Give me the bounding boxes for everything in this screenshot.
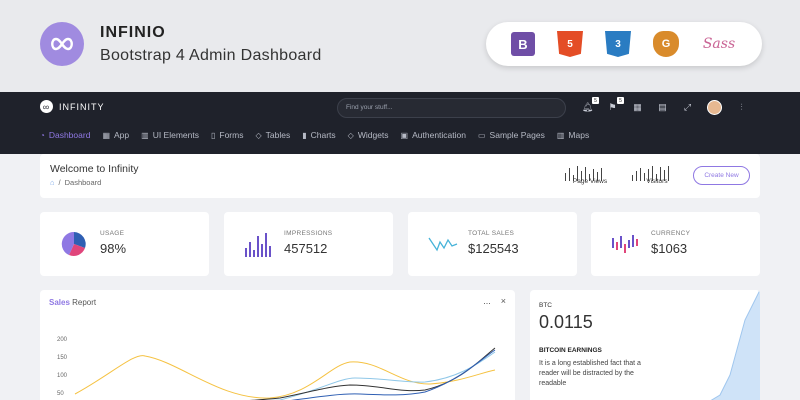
css3-icon: 3 — [605, 31, 631, 57]
flag-badge: 5 — [617, 97, 624, 104]
main-content: Welcome to Infinity ⌂ / Dashboard Page V… — [0, 154, 800, 400]
close-icon[interactable]: × — [500, 296, 506, 306]
line-chart-icon — [428, 237, 458, 252]
chat-icon[interactable]: ▤ — [658, 102, 667, 112]
stat-label: TOTAL SALES — [468, 230, 515, 237]
menu-item-charts[interactable]: ▮ Charts — [302, 130, 336, 140]
ui-elements-icon: ▥ — [141, 130, 149, 140]
main-menu: ◔ Dashboard ▦ App ▥ UI Elements ▯ Forms ◇ Tab… — [40, 130, 589, 140]
bar-chart-icon: ▮ — [302, 130, 307, 140]
app-grid-icon: ▦ — [102, 130, 110, 140]
tag-icon: ◇ — [255, 130, 262, 140]
menu-item-sample-pages[interactable]: ▭ Sample Pages — [477, 130, 545, 140]
more-icon[interactable]: ... — [483, 296, 491, 306]
tech-logos: B 5 3 G Sass — [486, 22, 762, 66]
flag-icon[interactable]: ⚑ 5 — [607, 97, 624, 113]
menu-item-tables[interactable]: ◇ Tables — [255, 130, 291, 140]
map-icon: ▥ — [556, 130, 565, 140]
top-navbar: ∞ INFINITY Find your stuff... 🔔︎ 5 ⚑ 5 ▦ ▤… — [0, 92, 800, 154]
btc-card: BTC 0.0115 BITCOIN EARNINGS It is a long… — [530, 290, 760, 400]
brand[interactable]: ∞ INFINITY — [40, 100, 105, 113]
promo-subtitle: Bootstrap 4 Admin Dashboard — [100, 47, 322, 64]
menu-item-forms[interactable]: ▯ Forms — [210, 130, 244, 140]
series-dark — [249, 347, 496, 400]
btc-heading: BITCOIN EARNINGS — [539, 347, 602, 354]
y-tick: 200 — [57, 337, 68, 343]
stat-card-usage: USAGE 98% — [40, 212, 209, 276]
grid-icon[interactable]: ▦ — [633, 102, 642, 112]
promo-title: INFINIO — [100, 24, 166, 41]
folder-icon: ▭ — [477, 130, 486, 140]
menu-item-dashboard[interactable]: ◔ Dashboard — [40, 130, 91, 140]
widget-tag-icon: ◇ — [347, 130, 354, 140]
page-views-sparkline — [565, 161, 615, 181]
candlestick-icon — [612, 235, 638, 253]
dashboard-icon: ◔ — [40, 130, 45, 140]
fullscreen-icon[interactable]: ⤢ — [683, 102, 692, 112]
stat-card-impressions: IMPRESSIONS 457512 — [224, 212, 393, 276]
infinity-logo-icon — [40, 22, 84, 66]
document-icon: ▯ — [210, 130, 216, 140]
nav-icons: 🔔︎ 5 ⚑ 5 ▦ ▤ ⤢ ⫶ — [582, 97, 747, 115]
y-tick: 150 — [57, 355, 68, 361]
series-yellow — [74, 355, 496, 399]
home-icon[interactable]: ⌂ — [50, 178, 55, 187]
menu-item-ui-elements[interactable]: ▥ UI Elements — [141, 130, 199, 140]
settings-sliders-icon[interactable]: ⫶ — [740, 102, 743, 112]
breadcrumb-current: Dashboard — [64, 178, 102, 187]
notification-badge: 5 — [592, 97, 599, 104]
card-title: Sales Report — [49, 298, 97, 307]
stat-card-currency: CURRENCY $1063 — [591, 212, 760, 276]
visitors-label: Visitors — [646, 178, 668, 185]
page-views-label: Page Views — [572, 178, 608, 185]
infinity-icon: ∞ — [40, 100, 53, 113]
bell-icon[interactable]: 🔔︎ 5 — [582, 97, 599, 113]
bootstrap-icon: B — [511, 32, 535, 56]
menu-item-widgets[interactable]: ◇ Widgets — [347, 130, 389, 140]
page-title: Welcome to Infinity — [50, 163, 139, 175]
card-tools: ... × — [483, 296, 506, 306]
series-light-blue — [267, 351, 496, 400]
stat-label: CURRENCY — [651, 230, 691, 237]
y-tick: 100 — [57, 373, 68, 379]
search-input[interactable]: Find your stuff... — [337, 98, 566, 118]
sass-icon: Sass — [702, 36, 736, 52]
stat-label: USAGE — [100, 230, 125, 237]
stat-value: 98% — [100, 241, 127, 256]
sales-line-chart — [74, 347, 496, 400]
welcome-card: Welcome to Infinity ⌂ / Dashboard Page V… — [40, 154, 760, 198]
btc-description: It is a long established fact that a rea… — [539, 360, 641, 387]
stat-value: 457512 — [284, 241, 328, 256]
brand-name: INFINITY — [59, 101, 105, 112]
pie-chart-icon — [61, 231, 86, 256]
promo-banner: INFINIO Bootstrap 4 Admin Dashboard B 5 … — [0, 0, 800, 92]
stat-label: IMPRESSIONS — [284, 230, 333, 237]
menu-item-authentication[interactable]: ▣ Authentication — [400, 130, 466, 140]
bar-chart-icon — [245, 233, 271, 257]
lock-icon: ▣ — [400, 130, 409, 140]
sales-report-card: Sales Report ... × 200 150 100 50 — [40, 290, 515, 400]
stat-value: $125543 — [468, 241, 519, 256]
menu-item-maps[interactable]: ▥ Maps — [556, 130, 590, 140]
breadcrumb-separator: / — [58, 178, 61, 187]
btc-value: 0.0115 — [539, 312, 593, 332]
avatar[interactable] — [707, 100, 722, 115]
html5-icon: 5 — [557, 31, 583, 57]
breadcrumb: ⌂ / Dashboard — [50, 178, 101, 187]
y-tick: 50 — [57, 391, 64, 397]
series-blue — [290, 349, 496, 400]
grunt-icon: G — [653, 31, 679, 57]
stat-value: $1063 — [651, 241, 688, 256]
create-new-button[interactable]: Create New — [693, 166, 750, 185]
visitors-sparkline — [632, 161, 682, 181]
menu-item-app[interactable]: ▦ App — [102, 130, 130, 140]
stat-card-total-sales: TOTAL SALES $125543 — [408, 212, 577, 276]
btc-label: BTC — [539, 302, 552, 309]
btc-area-chart — [710, 290, 760, 400]
